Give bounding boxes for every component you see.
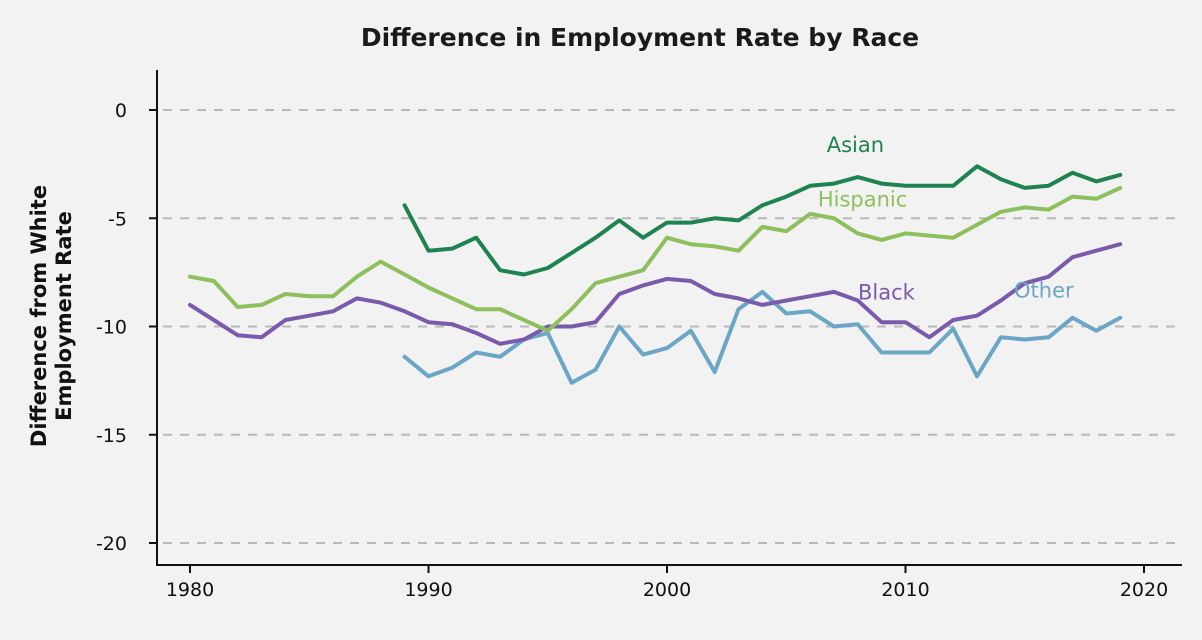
y-tick-labels: 0 -5 -10 -15 -20 bbox=[96, 100, 157, 555]
series-line-hispanic bbox=[188, 185, 1123, 333]
series-label-hispanic: Hispanic bbox=[818, 187, 907, 211]
y-tick-label: -5 bbox=[108, 208, 127, 230]
x-tick-labels: 1980 1990 2000 2010 2020 bbox=[166, 565, 1168, 601]
y-axis-label-line-1: Difference from White bbox=[27, 185, 51, 447]
grid-lines bbox=[163, 109, 1182, 544]
series-label-black: Black bbox=[858, 280, 916, 304]
y-axis-label-line-2: Employment Rate bbox=[52, 211, 76, 421]
x-tick-label: 2020 bbox=[1120, 579, 1168, 601]
x-tick-label: 2000 bbox=[643, 579, 691, 601]
series-lines bbox=[188, 164, 1123, 385]
y-axis-label: Difference from White Employment Rate bbox=[27, 185, 76, 447]
series-label-asian: Asian bbox=[827, 133, 884, 157]
y-tick-label: -15 bbox=[96, 425, 127, 447]
chart-title: Difference in Employment Rate by Race bbox=[361, 23, 919, 52]
x-tick-label: 2010 bbox=[881, 579, 929, 601]
y-tick-label: 0 bbox=[115, 100, 127, 122]
series-label-other: Other bbox=[1014, 278, 1074, 302]
x-tick-label: 1990 bbox=[404, 579, 452, 601]
series-line-asian bbox=[402, 164, 1123, 277]
axes bbox=[156, 70, 1182, 566]
series-line-black bbox=[188, 242, 1123, 346]
series-labels: Asian Hispanic Black Other bbox=[818, 133, 1074, 304]
y-tick-label: -20 bbox=[96, 533, 127, 555]
y-tick-label: -10 bbox=[96, 317, 127, 339]
x-tick-label: 1980 bbox=[166, 579, 214, 601]
